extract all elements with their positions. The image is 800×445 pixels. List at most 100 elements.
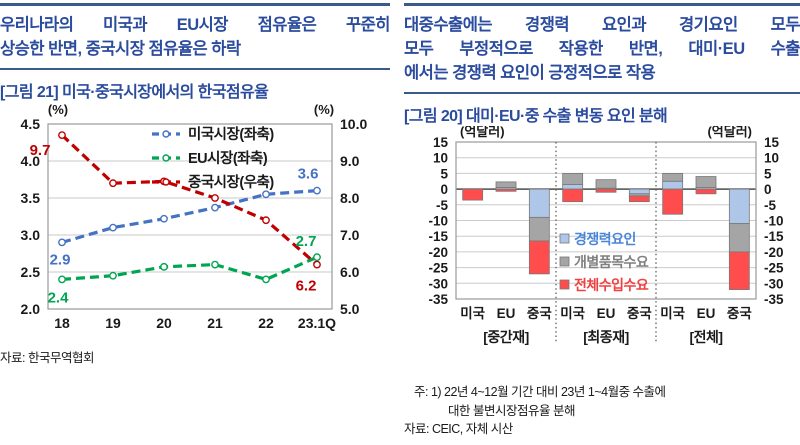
left-header: 우리나라의 미국과 EU시장 점유율은 꾸준히 상승한 반면, 중국시장 점유율… <box>0 14 391 62</box>
left-axis-unit: (%) <box>48 102 68 117</box>
left-axis-tick: 2.0 <box>21 301 41 317</box>
data-point <box>313 186 321 195</box>
x-axis-label: EU <box>497 306 516 321</box>
legend-label: 경쟁력요인 <box>574 231 636 247</box>
left-axis-tick: 3.5 <box>21 190 41 206</box>
right-axis-tick: -5 <box>764 198 776 213</box>
x-axis-label: 23.1Q <box>298 315 336 331</box>
bar-segment-전체수입수요 <box>528 240 550 275</box>
bar-segment-전체수입수요 <box>562 188 584 202</box>
x-axis-label: 22 <box>258 315 274 331</box>
right-axis-tick: -15 <box>764 229 784 244</box>
right-axis-tick: -10 <box>764 213 784 228</box>
bar-segment-경쟁력요인 <box>628 188 650 194</box>
legend-swatch-개별품목수요 <box>559 256 570 267</box>
left-axis-tick: 4.0 <box>21 153 41 169</box>
bar-segment-전체수입수요 <box>595 188 617 193</box>
data-point <box>109 179 117 187</box>
legend-marker-dot <box>162 178 170 186</box>
bar-segment-전체수입수요 <box>695 188 717 194</box>
left-axis-tick: 10 <box>433 150 448 165</box>
legend-swatch-전체수입수요 <box>559 279 570 290</box>
x-axis-label: 중국 <box>527 306 552 321</box>
series-line-중국시장(우축) <box>60 133 319 266</box>
left-axis-tick: 15 <box>433 135 449 150</box>
left-axis-unit: (억달러) <box>460 126 505 139</box>
x-axis-label: 20 <box>156 315 172 331</box>
right-axis-tick: 15 <box>764 135 780 150</box>
left-source: 자료: 한국무역협회 <box>0 350 94 365</box>
note-line1: 주: 1) 22년 4~12월 기간 대비 23년 1~4월중 수출에 <box>414 384 666 399</box>
legend-label: 중국시장(우축) <box>188 173 274 191</box>
data-point <box>58 131 66 139</box>
right-figure-title: [그림 20] 대미·EU·중 수출 변동 요인 분해 <box>404 107 668 125</box>
legend-label: 개별품목수요 <box>574 254 649 270</box>
left-header-line1: 우리나라의 미국과 EU시장 점유율은 꾸준히 <box>0 16 391 34</box>
data-point <box>58 275 66 284</box>
data-label: 2.9 <box>50 251 71 268</box>
right-top-rule <box>404 3 800 6</box>
x-axis-label: 중국 <box>727 306 752 321</box>
right-axis-tick: -35 <box>764 292 784 307</box>
right-axis-tick: 10.0 <box>340 116 367 132</box>
left-axis-tick: -5 <box>436 198 448 213</box>
export-factor-bar-chart: 15 15 10 10 5 5 0 0 -5 -5 -10 -10 -15 -15 -20 -20 -25 -25… <box>404 124 800 377</box>
right-axis-tick: 5.0 <box>340 301 360 317</box>
legend-marker-dot <box>162 130 170 138</box>
bar-segment-전체수입수요 <box>628 195 650 202</box>
right-axis-unit: (억달러) <box>707 126 752 139</box>
left-axis-tick: 2.5 <box>21 264 41 280</box>
right-axis-tick: 9.0 <box>340 153 360 169</box>
legend-label: 미국시장(좌축) <box>188 125 274 143</box>
left-axis-tick: 4.5 <box>21 116 41 132</box>
group-label: [중간재] <box>483 329 528 345</box>
right-axis-tick: -20 <box>764 245 784 260</box>
legend-label: 전체수입수요 <box>574 277 649 293</box>
bar-segment-전체수입수요 <box>495 188 517 192</box>
left-header-line2: 상승한 반면, 중국시장 점유율은 하락 <box>0 39 241 58</box>
x-axis-label: 미국 <box>660 306 685 321</box>
right-panel: 대중수출에는 경쟁력 요인과 경기요인 모두 모두 부정적으로 작용한 반면, … <box>404 0 800 439</box>
data-point <box>211 193 219 202</box>
x-axis-label: 21 <box>207 315 223 331</box>
left-axis-tick: 0 <box>440 182 448 197</box>
data-point <box>211 203 219 212</box>
right-separator-rule <box>404 91 800 94</box>
bar-segment-개별품목수요 <box>528 216 550 242</box>
right-header-line3: 에서는 경쟁력 요인이 긍정적으로 작용 <box>404 63 656 82</box>
right-axis-tick: -30 <box>764 276 784 291</box>
right-header: 대중수출에는 경쟁력 요인과 경기요인 모두 모두 부정적으로 작용한 반면, … <box>404 14 800 86</box>
x-axis-label: 19 <box>105 315 121 331</box>
bar-segment-경쟁력요인 <box>562 183 584 190</box>
bar-segment-경쟁력요인 <box>728 188 750 224</box>
data-point <box>211 260 219 269</box>
left-axis-tick: -30 <box>428 276 448 291</box>
bar-segment-개별품목수요 <box>728 223 750 253</box>
series-line-EU시장(좌축) <box>61 255 318 281</box>
data-label: 9.7 <box>30 142 51 159</box>
data-label: 2.4 <box>48 289 70 306</box>
data-point <box>109 271 117 280</box>
right-axis-tick: 7.0 <box>340 227 360 243</box>
data-point <box>58 238 66 247</box>
right-axis-tick: 6.0 <box>340 264 360 280</box>
bar-segment-개별품목수요 <box>695 175 717 188</box>
bar-segment-개별품목수요 <box>662 172 684 182</box>
left-top-rule <box>0 3 390 6</box>
right-axis-tick: 10 <box>764 150 779 165</box>
bar-segment-경쟁력요인 <box>662 180 684 190</box>
plot-frame <box>47 123 333 310</box>
data-point <box>160 214 168 223</box>
right-header-line2: 모두 부정적으로 작용한 반면, 대미·EU 수출 <box>404 39 800 58</box>
left-axis-tick: 3.0 <box>21 227 41 243</box>
right-axis-tick: 8.0 <box>340 190 360 206</box>
x-axis-label: 18 <box>54 315 70 331</box>
legend-swatch-경쟁력요인 <box>559 233 570 244</box>
left-axis-tick: -10 <box>428 213 448 228</box>
left-axis-tick: -35 <box>428 292 448 307</box>
note-line2: 대한 불변시장점유율 분해 <box>448 403 575 418</box>
data-point <box>262 216 270 224</box>
x-axis-label: 미국 <box>560 306 585 321</box>
bar-segment-개별품목수요 <box>495 181 517 188</box>
